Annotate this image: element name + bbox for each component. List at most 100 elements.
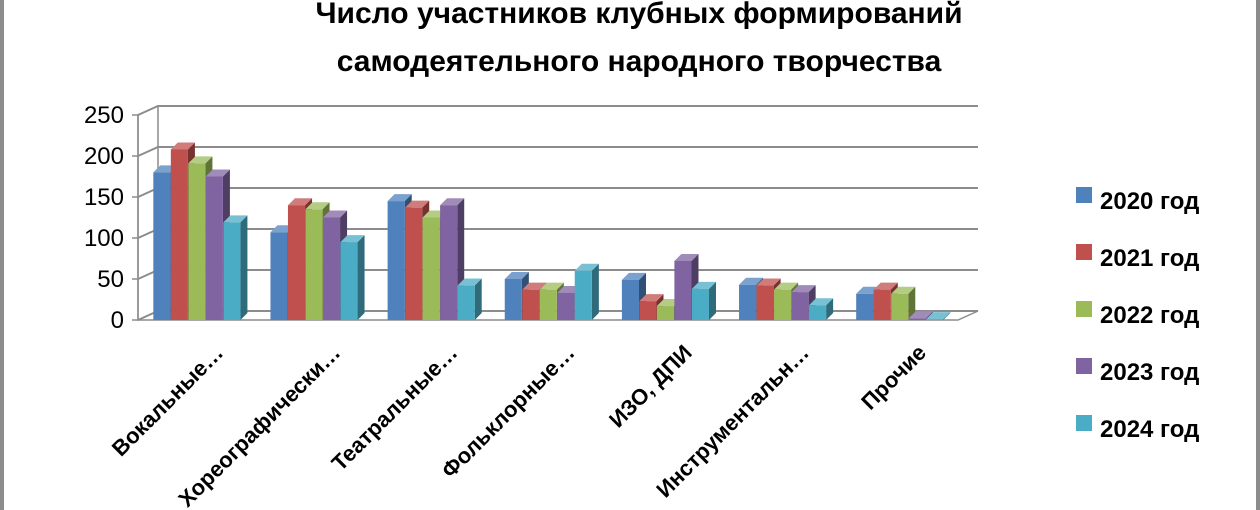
gridline [137, 105, 978, 116]
bar-front [809, 305, 827, 320]
y-tick-label: 0 [111, 307, 124, 334]
bar [504, 272, 529, 320]
bar [223, 215, 248, 320]
bar-top [322, 210, 348, 218]
bar-top [908, 311, 933, 319]
bar-top [756, 278, 781, 286]
bar-top [504, 272, 529, 279]
bar-top [791, 285, 816, 293]
bar-side [826, 298, 834, 320]
bar-top [574, 263, 599, 271]
bar-top [739, 277, 764, 285]
bar-front [322, 217, 341, 320]
bar-front [504, 279, 522, 320]
y-tick-label: 100 [84, 225, 124, 252]
category-label: Прочие [856, 340, 931, 415]
bar-top [674, 253, 699, 261]
bar-top [340, 235, 365, 243]
bar-front [270, 232, 288, 320]
bar-front [223, 222, 241, 320]
bar-front [926, 319, 944, 320]
bar-front [457, 285, 475, 320]
bar-front [170, 149, 188, 320]
bars [153, 142, 951, 320]
bar-top [522, 282, 547, 290]
bar-side [357, 235, 365, 320]
bar-top [405, 200, 430, 208]
bar [926, 312, 951, 320]
bar-front [522, 289, 540, 320]
bar-front [205, 176, 223, 320]
legend: 2020 год 2021 год 2022 год 2023 год 2024 год [1076, 187, 1199, 443]
bar-front [422, 217, 440, 320]
bar-top [457, 278, 482, 286]
bar-top [387, 194, 412, 202]
bar-front [639, 301, 657, 320]
bar-front [656, 306, 674, 320]
y-tick-label: 250 [84, 102, 124, 129]
bar-top [205, 169, 230, 177]
bar-front [340, 242, 358, 320]
bar-front [739, 284, 757, 320]
legend-swatch [1076, 244, 1092, 260]
y-tick-label: 200 [84, 143, 124, 170]
chart-title: Число участников клубных формирований са… [234, 0, 1044, 86]
legend-label: 2021 год [1100, 245, 1199, 272]
gridline [137, 146, 978, 157]
bar-top [774, 282, 799, 290]
chart-title-line-2: самодеятельного народного творчества [336, 45, 942, 78]
bar-front [153, 172, 171, 320]
bar [891, 286, 916, 320]
gridline [137, 187, 978, 198]
bar-top [305, 202, 330, 210]
bar [457, 278, 482, 320]
legend-item: 2020 год [1076, 187, 1199, 215]
bar-front [557, 292, 575, 320]
bar-front [188, 163, 206, 320]
gridline [137, 269, 978, 280]
legend-item: 2021 год [1076, 244, 1199, 272]
bar-top [809, 298, 834, 306]
x-axis-categories: Вокальные…Хореографически…Театральные…Фо… [107, 340, 931, 510]
bar-front [774, 289, 792, 320]
bar-front [405, 207, 423, 320]
bar-top [287, 198, 313, 206]
bar [691, 281, 716, 320]
bar-side [591, 263, 599, 320]
bar-front [674, 260, 692, 320]
category-label: Театральные… [327, 340, 463, 476]
gridline [137, 228, 978, 239]
bar-side [943, 312, 951, 320]
bar-top [188, 156, 213, 164]
bar-front [440, 205, 458, 320]
bar-top [539, 282, 564, 290]
bar-side [908, 286, 916, 320]
category-label: ИЗО, ДПИ [604, 340, 697, 433]
category-label: Вокальные… [107, 340, 228, 461]
bar-top [223, 215, 248, 223]
y-tick-label: 50 [97, 266, 124, 293]
bar-top [926, 312, 951, 320]
bar-top [873, 282, 898, 290]
bar-top [639, 294, 664, 302]
legend-label: 2020 год [1100, 188, 1199, 215]
legend-label: 2022 год [1100, 302, 1199, 329]
bar-side [474, 278, 482, 320]
legend-swatch [1076, 415, 1092, 431]
bar-top [891, 286, 916, 294]
bar-top [440, 198, 465, 206]
legend-swatch [1076, 301, 1092, 317]
legend-label: 2024 год [1100, 416, 1199, 443]
bar-side [708, 281, 716, 320]
bar-front [574, 270, 592, 320]
legend-swatch [1076, 187, 1092, 203]
legend-item: 2022 год [1076, 301, 1199, 329]
bar-front [691, 288, 709, 320]
bar-top [691, 281, 716, 289]
bar-front [856, 293, 874, 320]
bar-top [621, 272, 646, 280]
chart-title-line-1: Число участников клубных формирований [315, 0, 963, 30]
y-tick-label: 150 [84, 184, 124, 211]
